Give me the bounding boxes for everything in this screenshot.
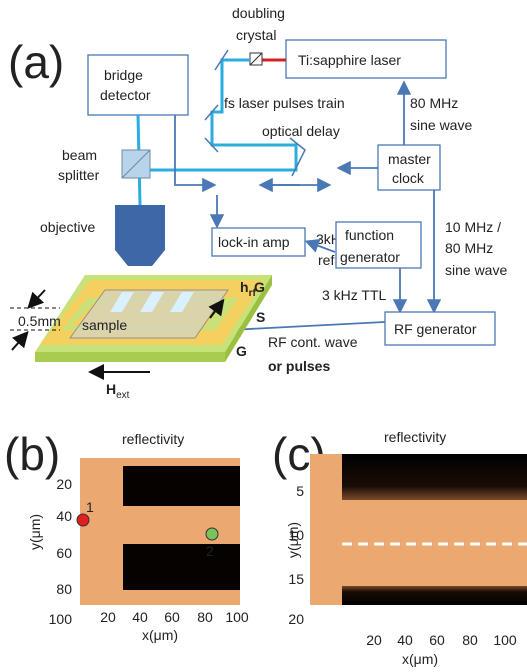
label: function — [345, 227, 394, 243]
label: 3 kHz TTL — [322, 287, 387, 303]
label: splitter — [58, 167, 100, 183]
label: sine wave — [410, 117, 472, 133]
arrow — [12, 334, 26, 350]
label: crystal — [236, 27, 276, 43]
detector-box — [88, 55, 188, 115]
label: objective — [40, 219, 95, 235]
label: RF cont. wave — [268, 334, 358, 350]
point — [77, 514, 89, 526]
label: 80 MHz — [410, 95, 458, 111]
x-tick-label: 80 — [462, 632, 478, 648]
label: G — [254, 279, 265, 295]
panel-label: (b) — [4, 428, 60, 480]
panel-label: (a) — [8, 36, 64, 88]
image — [342, 454, 527, 500]
y-tick-label: 40 — [56, 508, 72, 524]
label: sine wave — [445, 262, 507, 278]
arrow — [230, 322, 385, 330]
x-tick-label: 20 — [366, 632, 382, 648]
label: bridge — [104, 67, 143, 83]
label: detector — [100, 87, 151, 103]
y-label: y(μm) — [27, 514, 43, 550]
x-tick-label: 40 — [132, 609, 148, 625]
title: reflectivity — [384, 429, 446, 445]
point-label: 1 — [86, 499, 94, 515]
y-tick-label: 20 — [288, 611, 304, 627]
label: clock — [392, 170, 425, 186]
image — [123, 544, 240, 590]
y-tick-label: 15 — [288, 571, 304, 587]
hext-sub: ext — [116, 390, 130, 401]
y-tick-label: 5 — [296, 483, 304, 499]
panel-a: (a) doubling crystal Ti:sapphire laser f… — [8, 5, 507, 401]
x-ticks: 20 40 60 80 100 — [366, 632, 517, 648]
board — [35, 352, 225, 362]
objective — [115, 205, 165, 266]
label: RF generator — [394, 321, 477, 337]
x-tick-label: 60 — [164, 609, 180, 625]
label: beam — [62, 147, 97, 163]
point — [206, 528, 218, 540]
label: ref. — [318, 252, 338, 268]
x-tick-label: 60 — [429, 632, 445, 648]
y-tick-label: 80 — [56, 581, 72, 597]
label: 80 MHz — [445, 240, 493, 256]
y-label: y(μm) — [285, 522, 301, 558]
image — [123, 466, 240, 506]
y-tick-label: 60 — [56, 545, 72, 561]
x-ticks: 20 40 60 80 100 — [100, 609, 249, 625]
y-ticks: 20 40 60 80 100 — [49, 476, 73, 627]
label: doubling — [232, 5, 285, 21]
y-tick-label: 20 — [56, 476, 72, 492]
label: S — [256, 309, 265, 325]
x-tick-label: 100 — [225, 609, 249, 625]
point-label: 2 — [206, 543, 214, 559]
h-main: h — [240, 279, 249, 295]
panel-b: (b) reflectivity 1 2 20 40 60 80 100 20 40 60 8… — [4, 428, 249, 643]
label: G — [236, 343, 247, 359]
x-tick-label: 80 — [197, 609, 213, 625]
label: generator — [340, 249, 400, 265]
label: 10 MHz / — [445, 219, 501, 235]
label: optical delay — [262, 123, 340, 139]
x-tick-label: 20 — [100, 609, 116, 625]
y-tick-label: 100 — [49, 611, 73, 627]
figure: (a) doubling crystal Ti:sapphire laser f… — [0, 0, 527, 672]
hext-main: H — [106, 381, 116, 397]
x-tick-label: 100 — [493, 632, 517, 648]
label: 0.5mm — [18, 313, 61, 329]
arrow — [30, 290, 45, 306]
label: lock-in amp — [218, 234, 290, 250]
title: reflectivity — [122, 431, 184, 447]
x-label: x(μm) — [402, 651, 438, 667]
image — [342, 586, 527, 605]
label: sample — [82, 317, 127, 333]
label: master — [388, 151, 431, 167]
label: or pulses — [268, 358, 330, 374]
arrow — [175, 115, 213, 185]
stripes — [110, 292, 194, 312]
x-label: x(μm) — [142, 627, 178, 643]
label: Hext — [106, 381, 130, 401]
label: fs laser pulses train — [224, 95, 345, 111]
label: Ti:sapphire laser — [298, 52, 401, 68]
x-tick-label: 40 — [397, 632, 413, 648]
